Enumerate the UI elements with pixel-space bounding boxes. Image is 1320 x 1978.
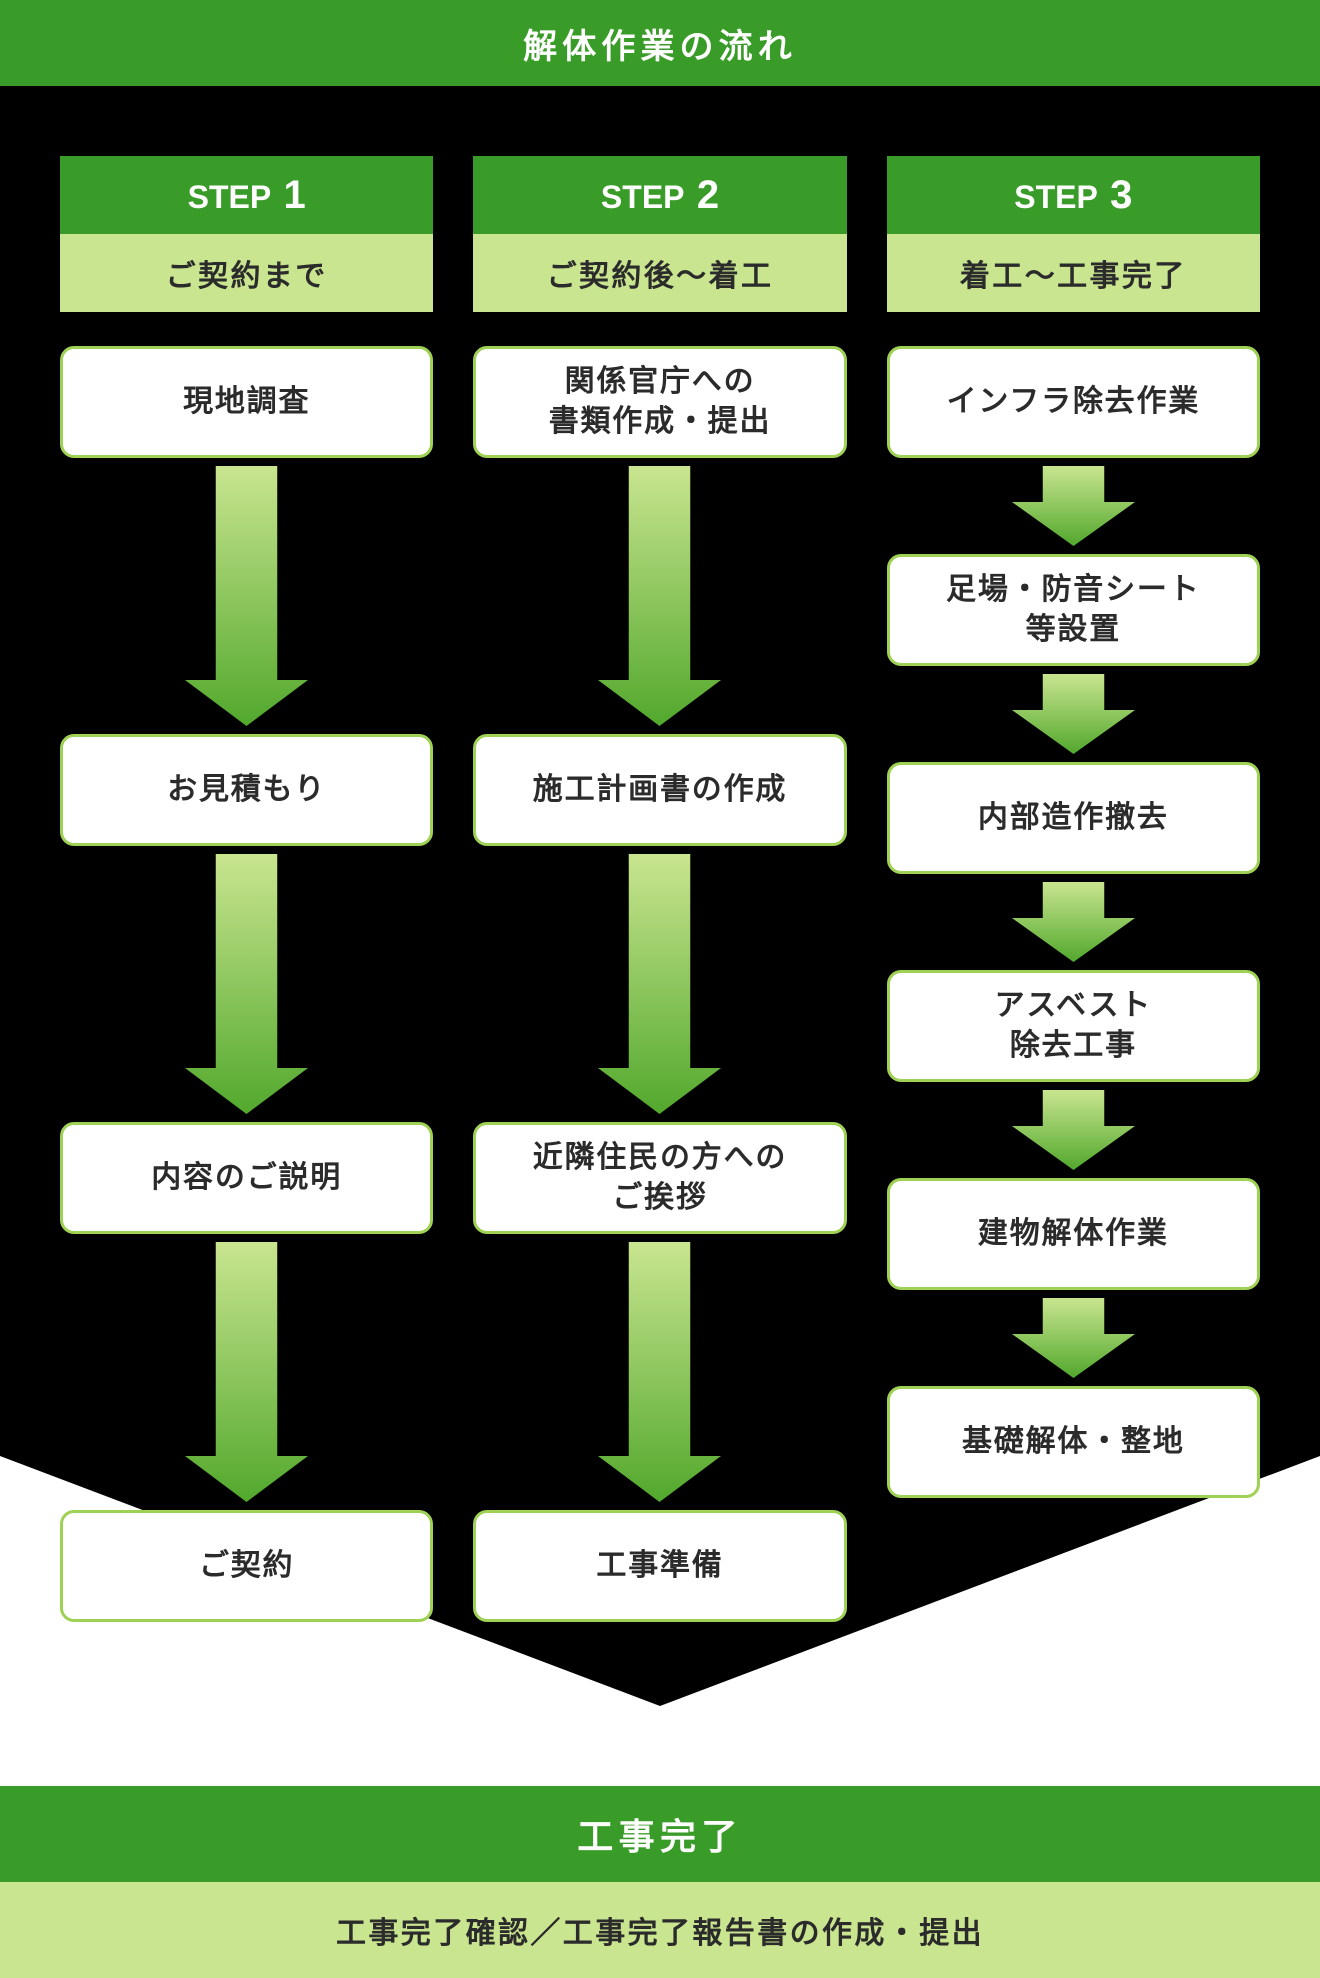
flow-card: 現地調査 xyxy=(60,346,433,458)
flow-card: 内部造作撤去 xyxy=(887,762,1260,874)
step-number: 1 xyxy=(283,173,305,217)
flow-card: 建物解体作業 xyxy=(887,1178,1260,1290)
step-number: 2 xyxy=(697,173,719,217)
step-header: STEP 2 xyxy=(473,156,846,234)
flow-card: 基礎解体・整地 xyxy=(887,1386,1260,1498)
footer-bar: 工事完了 xyxy=(0,1786,1320,1882)
flow-card: アスベスト 除去工事 xyxy=(887,970,1260,1082)
flow-arrow-icon xyxy=(971,674,1176,754)
step-subtitle: ご契約後〜着工 xyxy=(473,234,846,312)
step-subtitle: 着工〜工事完了 xyxy=(887,234,1260,312)
step-header: STEP 3 xyxy=(887,156,1260,234)
flow-arrow-icon xyxy=(144,854,349,1114)
flow-arrow-icon xyxy=(557,854,762,1114)
step-number: 3 xyxy=(1110,173,1132,217)
page-title: 解体作業の流れ xyxy=(523,19,797,68)
title-bar: 解体作業の流れ xyxy=(0,0,1320,86)
flow-arrow-icon xyxy=(971,1298,1176,1378)
step-prefix: STEP xyxy=(188,179,271,215)
flow-card: お見積もり xyxy=(60,734,433,846)
footer-title: 工事完了 xyxy=(577,1808,743,1860)
flow-arrow-icon xyxy=(144,466,349,726)
step-column-2: STEP 2ご契約後〜着工関係官庁への 書類作成・提出施工計画書の作成近隣住民の… xyxy=(473,156,846,1622)
flow-arrow-icon xyxy=(971,466,1176,546)
footer-subtitle-bar: 工事完了確認／工事完了報告書の作成・提出 xyxy=(0,1882,1320,1978)
flow-card: 内容のご説明 xyxy=(60,1122,433,1234)
flow-arrow-icon xyxy=(144,1242,349,1502)
step-subtitle: ご契約まで xyxy=(60,234,433,312)
content-area: STEP 1ご契約まで現地調査お見積もり内容のご説明ご契約STEP 2ご契約後〜… xyxy=(0,86,1320,1786)
flow-card: 工事準備 xyxy=(473,1510,846,1622)
step-prefix: STEP xyxy=(1014,179,1097,215)
flow-arrow-icon xyxy=(971,882,1176,962)
flow-arrow-icon xyxy=(557,1242,762,1502)
columns-wrapper: STEP 1ご契約まで現地調査お見積もり内容のご説明ご契約STEP 2ご契約後〜… xyxy=(0,86,1320,1682)
flow-arrow-icon xyxy=(971,1090,1176,1170)
step-header: STEP 1 xyxy=(60,156,433,234)
flow-card: 近隣住民の方への ご挨拶 xyxy=(473,1122,846,1234)
flow-card: 施工計画書の作成 xyxy=(473,734,846,846)
footer-subtitle: 工事完了確認／工事完了報告書の作成・提出 xyxy=(336,1908,984,1952)
flow-arrow-icon xyxy=(557,466,762,726)
flow-card: ご契約 xyxy=(60,1510,433,1622)
flow-card: 関係官庁への 書類作成・提出 xyxy=(473,346,846,458)
step-prefix: STEP xyxy=(601,179,684,215)
step-column-1: STEP 1ご契約まで現地調査お見積もり内容のご説明ご契約 xyxy=(60,156,433,1622)
flow-card: 足場・防音シート 等設置 xyxy=(887,554,1260,666)
flow-card: インフラ除去作業 xyxy=(887,346,1260,458)
step-column-3: STEP 3着工〜工事完了インフラ除去作業足場・防音シート 等設置内部造作撤去ア… xyxy=(887,156,1260,1622)
